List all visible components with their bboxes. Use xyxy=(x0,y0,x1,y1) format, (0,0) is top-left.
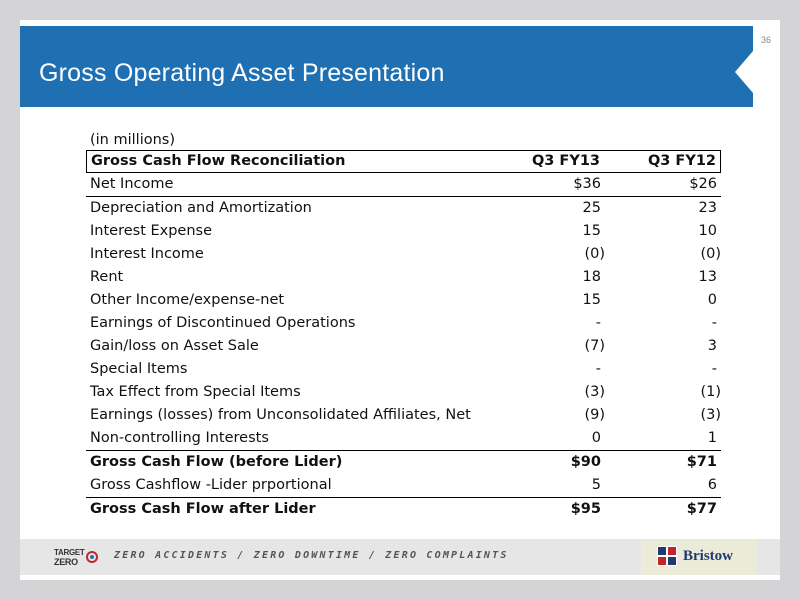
row-value-q3fy12: 10 xyxy=(698,223,717,239)
target-icon xyxy=(86,551,98,563)
row-label: Earnings of Discontinued Operations xyxy=(90,315,356,331)
row-value-q3fy13: (0) xyxy=(584,246,605,262)
row-value-q3fy12: (1) xyxy=(700,384,721,400)
row-value-q3fy12: 6 xyxy=(707,477,717,493)
target-zero-text-bottom: ZERO xyxy=(54,557,78,567)
title-notch-decoration xyxy=(735,51,753,93)
slide: Gross Operating Asset Presentation (in m… xyxy=(20,20,780,580)
table-header-row: Gross Cash Flow Reconciliation Q3 FY13 Q… xyxy=(86,150,721,173)
row-label: Gain/loss on Asset Sale xyxy=(90,338,259,354)
row-label: Interest Income xyxy=(90,246,204,262)
row-value-q3fy13: $90 xyxy=(570,454,601,470)
row-value-q3fy12: 13 xyxy=(698,269,717,285)
bristow-brand-name: Bristow xyxy=(683,548,733,564)
table-row-subtotal: Gross Cash Flow (before Lider) $90 $71 xyxy=(86,451,721,474)
units-note: (in millions) xyxy=(90,132,175,148)
footer-bar: TARGET ZERO ZERO ACCIDENTS / ZERO DOWNTI… xyxy=(20,539,780,575)
table-row: Rent 18 13 xyxy=(86,266,721,289)
row-value-q3fy13: - xyxy=(595,361,601,377)
row-value-q3fy13: (7) xyxy=(584,338,605,354)
row-label: Other Income/expense-net xyxy=(90,292,285,308)
bristow-logo: Bristow xyxy=(641,539,757,575)
row-value-q3fy12: (3) xyxy=(700,407,721,423)
row-value-q3fy13: (9) xyxy=(584,407,605,423)
row-value-q3fy12: $26 xyxy=(689,176,717,192)
table-row: Non-controlling Interests 0 1 xyxy=(86,427,721,451)
header-label: Gross Cash Flow Reconciliation xyxy=(91,153,346,169)
row-label: Interest Expense xyxy=(90,223,213,239)
page-number: 36 xyxy=(760,35,771,45)
table-row: Earnings (losses) from Unconsolidated Af… xyxy=(86,404,721,427)
table-row: Tax Effect from Special Items (3) (1) xyxy=(86,381,721,404)
row-label: Gross Cash Flow after Lider xyxy=(90,501,316,517)
row-label: Gross Cash Flow (before Lider) xyxy=(90,454,343,470)
title-bar: Gross Operating Asset Presentation xyxy=(20,26,753,107)
row-label: Non-controlling Interests xyxy=(90,430,269,446)
row-value-q3fy12: (0) xyxy=(700,246,721,262)
table-row: Special Items - - xyxy=(86,358,721,381)
row-value-q3fy12: 0 xyxy=(707,292,717,308)
row-label: Depreciation and Amortization xyxy=(90,200,312,216)
row-value-q3fy12: - xyxy=(711,361,717,377)
row-value-q3fy12: 23 xyxy=(698,200,717,216)
row-label: Tax Effect from Special Items xyxy=(90,384,301,400)
row-value-q3fy13: 5 xyxy=(591,477,601,493)
row-value-q3fy13: 15 xyxy=(582,223,601,239)
bristow-mark-icon xyxy=(657,546,677,566)
row-value-q3fy12: 3 xyxy=(707,338,717,354)
row-value-q3fy13: (3) xyxy=(584,384,605,400)
row-value-q3fy13: 18 xyxy=(582,269,601,285)
reconciliation-table: (in millions) Gross Cash Flow Reconcilia… xyxy=(86,130,721,521)
table-row: Other Income/expense-net 15 0 xyxy=(86,289,721,312)
target-zero-text-top: TARGET xyxy=(54,548,85,557)
table-row: Net Income $36 $26 xyxy=(86,173,721,197)
row-label: Net Income xyxy=(90,176,174,192)
row-value-q3fy12: - xyxy=(711,315,717,331)
row-value-q3fy13: $95 xyxy=(570,501,601,517)
target-zero-logo: TARGET ZERO xyxy=(54,548,100,568)
row-label: Special Items xyxy=(90,361,188,377)
row-value-q3fy12: $71 xyxy=(686,454,717,470)
table-row: Gain/loss on Asset Sale (7) 3 xyxy=(86,335,721,358)
row-value-q3fy13: 0 xyxy=(591,430,601,446)
row-label: Gross Cashflow -Lider prportional xyxy=(90,477,332,493)
table-row: Interest Income (0) (0) xyxy=(86,243,721,266)
header-col-q3fy13: Q3 FY13 xyxy=(531,153,600,169)
table-row-total: Gross Cash Flow after Lider $95 $77 xyxy=(86,498,721,521)
row-value-q3fy13: 25 xyxy=(582,200,601,216)
slide-title: Gross Operating Asset Presentation xyxy=(39,59,445,87)
row-value-q3fy13: - xyxy=(595,315,601,331)
row-value-q3fy13: $36 xyxy=(573,176,601,192)
row-value-q3fy12: $77 xyxy=(686,501,717,517)
table-row: Earnings of Discontinued Operations - - xyxy=(86,312,721,335)
table-row: Depreciation and Amortization 25 23 xyxy=(86,197,721,220)
row-label: Earnings (losses) from Unconsolidated Af… xyxy=(90,407,471,423)
row-value-q3fy13: 15 xyxy=(582,292,601,308)
header-col-q3fy12: Q3 FY12 xyxy=(647,153,716,169)
row-value-q3fy12: 1 xyxy=(707,430,717,446)
row-label: Rent xyxy=(90,269,124,285)
table-row: Gross Cashflow -Lider prportional 5 6 xyxy=(86,474,721,498)
table-row: Interest Expense 15 10 xyxy=(86,220,721,243)
footer-tagline: ZERO ACCIDENTS / ZERO DOWNTIME / ZERO CO… xyxy=(114,550,509,561)
